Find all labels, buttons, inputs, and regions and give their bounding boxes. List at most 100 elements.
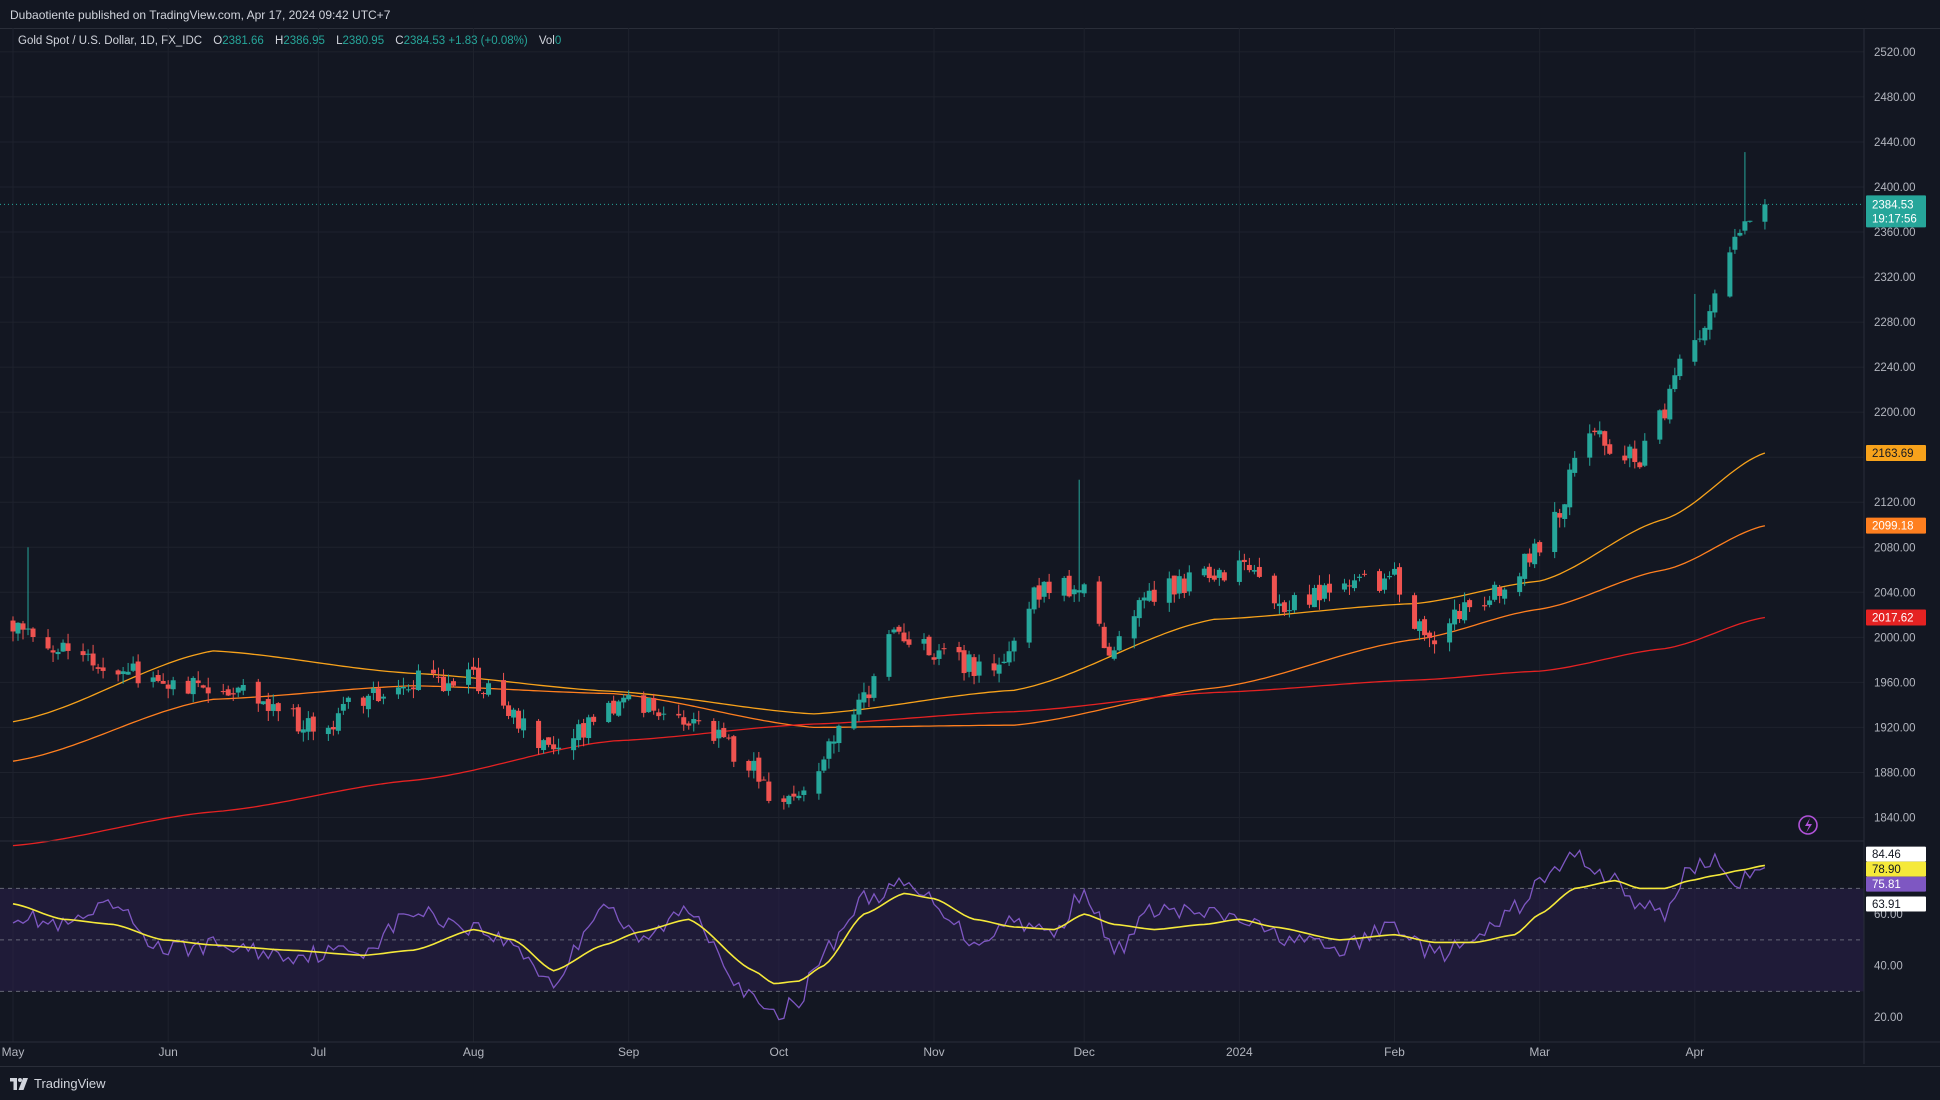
candle-body	[1457, 610, 1463, 620]
countdown-tag: 19:17:56	[1872, 213, 1917, 225]
rsi-upper-tag: 84.46	[1872, 849, 1901, 861]
high-value: 2386.95	[283, 35, 325, 47]
close-label: C	[395, 35, 404, 47]
low-label: L	[336, 35, 343, 47]
candle-body	[445, 683, 451, 691]
candle-body	[345, 697, 351, 702]
candle-body	[1467, 600, 1473, 608]
candle-body	[831, 741, 837, 744]
candle-body	[826, 741, 832, 759]
rsi-guide-lines	[0, 887, 1864, 992]
price-tick-label: 2520.00	[1874, 47, 1916, 59]
candle-body	[1657, 410, 1663, 440]
candle-body	[1497, 587, 1503, 596]
candle-body	[1712, 293, 1718, 313]
candle-body	[581, 723, 587, 738]
candle-body	[185, 680, 191, 694]
candle-body	[546, 737, 552, 745]
candle-body	[405, 689, 411, 691]
candle-body	[1622, 455, 1628, 461]
candle-body	[365, 695, 371, 710]
candle-body	[415, 670, 421, 691]
published-header: Dubaotiente published on TradingView.com…	[0, 0, 1940, 29]
rsi-ma-line	[12, 864, 1766, 985]
candle-body	[716, 729, 722, 739]
price-tick-label: 1880.00	[1874, 767, 1916, 779]
candle-body	[956, 646, 962, 653]
candle-body	[1206, 566, 1212, 579]
candlesticks	[10, 152, 1768, 810]
candle-body	[120, 671, 126, 675]
candle-body	[991, 663, 997, 671]
candle-body	[1532, 543, 1538, 565]
candle-body	[360, 697, 366, 706]
candle-body	[626, 694, 632, 700]
rsi-tick-label: 60.00	[1874, 909, 1903, 921]
candle-body	[1697, 338, 1703, 340]
price-tick-label: 2120.00	[1874, 497, 1916, 509]
candle-body	[270, 704, 276, 711]
volume-label: Vol	[538, 35, 555, 47]
rsi-lower-tag-bg	[1866, 896, 1926, 912]
candle-body	[1557, 513, 1563, 518]
candle-body	[591, 716, 597, 722]
candle-body	[1522, 553, 1528, 579]
candle-body	[1151, 589, 1157, 602]
candle-body	[45, 637, 51, 649]
candle-body	[1567, 469, 1573, 508]
candle-body	[200, 685, 206, 688]
candle-body	[1256, 566, 1262, 577]
candle-body	[506, 705, 512, 716]
candle-body	[60, 642, 66, 652]
candle-body	[1667, 388, 1673, 420]
candle-body	[1387, 576, 1393, 578]
candle-body	[541, 740, 547, 751]
open-value: 2381.66	[222, 35, 264, 47]
footer-bar: TradingView	[0, 1066, 1940, 1100]
candle-body	[1462, 602, 1468, 621]
rsi-axis-ticks: 60.00 40.00 20.00	[1874, 909, 1903, 1024]
candle-body	[721, 728, 727, 738]
moving-average-line-1	[12, 452, 1766, 723]
candle-body	[90, 653, 96, 666]
candle-body	[466, 669, 472, 685]
candle-body	[430, 669, 436, 674]
price-tick-label: 2040.00	[1874, 587, 1916, 599]
candle-body	[1216, 569, 1222, 578]
candle-body	[1026, 608, 1032, 643]
candle-body	[1412, 595, 1418, 629]
time-tick-label: Nov	[923, 1045, 944, 1059]
candle-body	[1392, 568, 1398, 575]
candle-body	[1031, 587, 1037, 610]
volume-value: 0	[554, 35, 562, 47]
candle-body	[1361, 573, 1367, 575]
candle-body	[1211, 575, 1217, 580]
price-tick-label: 2200.00	[1874, 407, 1916, 419]
candle-body	[95, 667, 101, 669]
candle-body	[1306, 594, 1312, 605]
candle-body	[521, 718, 527, 731]
price-tick-label: 2080.00	[1874, 542, 1916, 554]
candle-body	[786, 795, 792, 805]
candle-body	[1281, 602, 1287, 613]
candle-body	[30, 628, 36, 638]
candle-body	[165, 684, 171, 689]
lightning-icon[interactable]	[1798, 815, 1818, 835]
candle-body	[641, 695, 647, 713]
candle-body	[1341, 583, 1347, 590]
candle-body	[936, 650, 942, 659]
candle-body	[170, 680, 176, 690]
rsi-ma-tag-bg	[1866, 861, 1926, 877]
candle-body	[931, 657, 937, 660]
candle-body	[1597, 430, 1603, 435]
tradingview-brand[interactable]: TradingView	[10, 1076, 106, 1091]
candle-body	[606, 702, 612, 723]
candle-body	[756, 757, 762, 782]
candle-body	[205, 687, 211, 694]
candle-body	[906, 639, 912, 645]
brand-label: TradingView	[34, 1076, 106, 1091]
candle-body	[1482, 605, 1488, 607]
price-tick-label: 1960.00	[1874, 677, 1916, 689]
price-tick-label: 2000.00	[1874, 632, 1916, 644]
